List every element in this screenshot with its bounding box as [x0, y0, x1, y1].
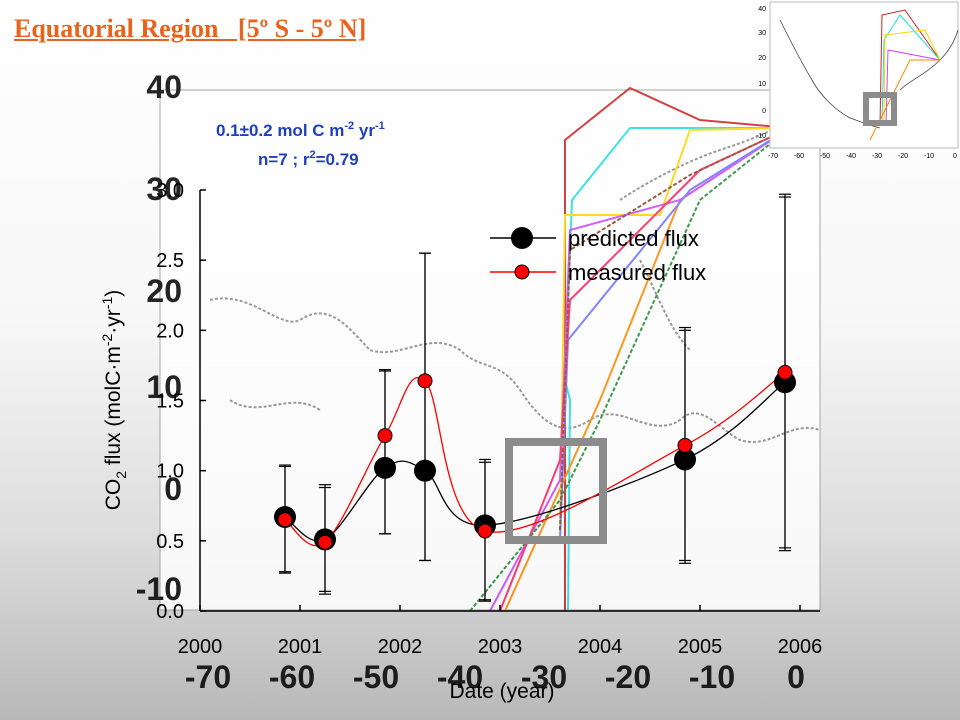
- measured-flux-point: [477, 523, 493, 539]
- y-axis-ticks: 0.0 0.5 1.0 1.5 2.0 2.5 3.0: [156, 180, 206, 623]
- coastline-path-2: [229, 109, 801, 411]
- inset-x-tick: 0: [953, 153, 957, 160]
- slide-title: Equatorial Region [5º S - 5º N]: [14, 14, 367, 43]
- ship-track: [489, 127, 791, 612]
- x-tick-label: 2002: [378, 636, 423, 658]
- legend: predicted flux measured flux: [490, 226, 706, 285]
- background-map-y-tick: 20: [146, 273, 182, 309]
- inset-x-tick: -20: [898, 153, 908, 160]
- x-axis-ticks: 2000 2001 2002 2003 2004 2005 2006: [178, 605, 823, 658]
- x-tick-label: 2000: [178, 636, 223, 658]
- stats-line-1: 0.1±0.2 mol C m-2 yr-1: [216, 120, 385, 140]
- measured-flux-point: [277, 512, 293, 528]
- ship-track: [564, 86, 791, 611]
- ship-tracks: [469, 86, 791, 612]
- inset-x-tick: -10: [924, 153, 934, 160]
- background-map-y-tick: 40: [146, 69, 182, 105]
- inset-x-tick: -70: [768, 153, 778, 160]
- stats-line-2: n=7 ; r2=0.79: [258, 149, 359, 169]
- coastline-path: [209, 297, 821, 443]
- background-map-y-tick: 30: [146, 171, 182, 207]
- region-highlight-box: [505, 438, 607, 544]
- predicted-flux-point: [374, 456, 396, 479]
- background-map-x-tick: -60: [269, 659, 315, 695]
- inset-ship-track: [883, 29, 941, 126]
- x-tick-label: 2005: [678, 636, 723, 658]
- inset-ship-tracks: [869, 9, 941, 141]
- background-map-x-tick: -40: [437, 659, 483, 695]
- inset-x-ticks: -70 -60 -50 -40 -30 -20 -10 0: [768, 153, 957, 160]
- ship-track: [559, 127, 791, 531]
- legend-measured-label: measured flux: [568, 260, 706, 285]
- background-map: 40 30 20 10 0 -10 -70 -60 -50 -40 -30 -20 -10 0: [136, 69, 821, 695]
- x-tick-label: 2004: [578, 636, 623, 658]
- predicted-flux-point: [674, 448, 696, 471]
- background-map-x-tick: -20: [605, 659, 651, 695]
- inset-y-ticks: 40 30 20 10 0 -10: [756, 6, 766, 140]
- y-tick-label: 0.5: [156, 531, 184, 553]
- background-map-x-tick: -10: [689, 659, 735, 695]
- plot-area: 0.00.51.01.52.02.53.0 2000 2001 2002 2003 20…: [156, 180, 822, 658]
- y-axis-label: CO2 flux (molC·m-2·yr-1): [99, 290, 129, 511]
- inset-x-tick: -40: [846, 153, 856, 160]
- ship-track: [469, 127, 791, 612]
- y-tick-label: 1.0: [156, 461, 184, 483]
- inset-map-frame: [769, 1, 959, 149]
- legend-measured-marker: [514, 264, 530, 280]
- measured-flux-point: [677, 437, 693, 453]
- inset-y-tick: -10: [756, 133, 766, 140]
- background-map-x-tick: -50: [353, 659, 399, 695]
- background-map-x-tick: -70: [185, 659, 231, 695]
- y-tick-label: 0.0: [156, 601, 184, 623]
- inset-ship-track: [879, 9, 941, 126]
- measured-flux-point: [377, 428, 393, 444]
- inset-ship-track: [869, 59, 940, 141]
- ship-track: [559, 127, 791, 541]
- measured-flux-point: [417, 373, 433, 389]
- background-map-y-tick: -10: [136, 571, 182, 607]
- inset-x-tick: -30: [872, 153, 882, 160]
- background-map-x-tick: 0: [787, 659, 805, 695]
- background-map-y-tick: 10: [146, 369, 182, 405]
- inset-y-tick: 30: [758, 30, 766, 37]
- background-map-x-ticks: -70 -60 -50 -40 -30 -20 -10 0: [185, 659, 805, 695]
- inset-y-tick: 0: [762, 108, 766, 115]
- inset-highlight-box: [863, 92, 897, 126]
- background-map-y-ticks: 40 30 20 10 0 -10: [136, 69, 182, 607]
- inset-ship-track: [885, 49, 941, 126]
- measured-flux-point: [317, 534, 333, 550]
- background-map-x-tick: -30: [521, 659, 567, 695]
- inset-x-tick: -60: [794, 153, 804, 160]
- predicted-flux-point: [414, 459, 436, 482]
- inset-ship-track: [881, 14, 941, 126]
- y-tick-label: 3.0: [156, 180, 184, 202]
- y-tick-label: 1.5: [156, 391, 184, 413]
- background-map-y-tick: 0: [164, 471, 182, 507]
- measured-flux-points: [277, 364, 793, 550]
- measured-flux-point: [777, 364, 793, 380]
- inset-x-tick: -50: [820, 153, 830, 160]
- x-tick-label: 2001: [278, 636, 323, 658]
- y-tick-label: 2.0: [156, 320, 184, 342]
- x-tick-label: 2003: [478, 636, 523, 658]
- legend-predicted-label: predicted flux: [568, 226, 699, 251]
- x-tick-label: 2006: [778, 636, 823, 658]
- inset-map: 40 30 20 10 0 -10 -70 -60 -50 -40 -30 -20 -10 0: [756, 1, 959, 160]
- legend-predicted-marker: [511, 227, 533, 249]
- inset-y-tick: 10: [758, 81, 766, 88]
- inset-y-tick: 20: [758, 55, 766, 62]
- inset-y-tick: 40: [758, 6, 766, 13]
- y-tick-label: 2.5: [156, 250, 184, 272]
- x-axis-label: Date (year): [449, 680, 554, 703]
